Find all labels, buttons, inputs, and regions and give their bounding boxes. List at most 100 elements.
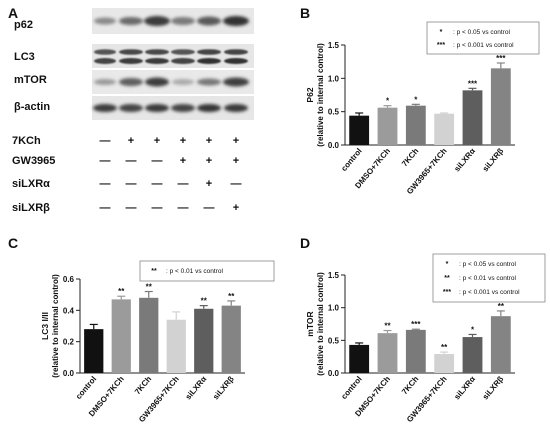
blot-label-lc3: LC3 bbox=[14, 51, 35, 63]
band bbox=[145, 77, 169, 87]
treatment-mark: + bbox=[154, 135, 160, 147]
bar-d-2 bbox=[405, 329, 426, 373]
bar-c-1 bbox=[111, 299, 131, 373]
bar-b-0 bbox=[349, 115, 370, 145]
treatment-mark: — bbox=[100, 178, 111, 190]
treatment-mark: — bbox=[126, 155, 137, 167]
legend-stars: * bbox=[440, 29, 443, 36]
x-tick-label: control bbox=[339, 147, 363, 174]
bar-b-2 bbox=[405, 105, 426, 145]
treatment-mark: — bbox=[100, 155, 111, 167]
band bbox=[223, 16, 249, 26]
y-axis-label: mTOR bbox=[305, 311, 315, 336]
band bbox=[224, 49, 248, 55]
y-tick-label: 0.4 bbox=[63, 306, 75, 315]
band bbox=[119, 49, 143, 55]
y-tick-label: 0.0 bbox=[63, 369, 75, 378]
bar-d-4 bbox=[462, 337, 483, 373]
treatment-label: siLXRα bbox=[12, 178, 50, 190]
y-tick-label: 0.2 bbox=[63, 338, 75, 347]
legend-box bbox=[432, 253, 546, 303]
band bbox=[94, 17, 116, 25]
treatment-mark: + bbox=[128, 135, 134, 147]
bands-lc3 bbox=[94, 49, 248, 64]
legend-box bbox=[426, 21, 540, 55]
treatment-mark: + bbox=[233, 135, 239, 147]
treatment-mark: + bbox=[233, 155, 239, 167]
legend-text: : p < 0.001 vs control bbox=[453, 42, 514, 49]
treatment-mark: — bbox=[100, 202, 111, 214]
x-tick-label: siLXRβ bbox=[481, 374, 506, 401]
legend-text: : p < 0.001 vs control bbox=[459, 289, 520, 296]
band bbox=[171, 58, 195, 64]
y-tick-label: 0.6 bbox=[63, 275, 75, 284]
band bbox=[171, 104, 195, 112]
x-tick-label: 7KCh bbox=[400, 146, 420, 168]
blot-label-beta-actin: β-actin bbox=[14, 101, 50, 113]
band bbox=[94, 79, 116, 85]
y-tick-label: 0.5 bbox=[328, 108, 340, 117]
legend-text: : p < 0.01 vs control bbox=[166, 268, 223, 275]
bar-c-0 bbox=[84, 329, 104, 373]
treatment-mark: — bbox=[178, 202, 189, 214]
bands-mtor bbox=[94, 77, 249, 87]
band bbox=[172, 79, 194, 85]
x-tick-label: siLXRα bbox=[452, 374, 477, 401]
treatment-mark: — bbox=[152, 178, 163, 190]
bar-d-0 bbox=[349, 344, 370, 373]
band bbox=[94, 49, 116, 55]
panel-b-letter: B bbox=[300, 5, 310, 21]
band bbox=[93, 104, 117, 112]
y-tick-label: 0.5 bbox=[328, 336, 340, 345]
y-tick-label: 0.0 bbox=[328, 141, 340, 150]
significance-mark: * bbox=[386, 97, 390, 106]
band bbox=[197, 49, 221, 55]
significance-mark: *** bbox=[468, 79, 478, 88]
x-tick-label: siLXRβ bbox=[211, 374, 236, 401]
band bbox=[224, 104, 248, 112]
significance-mark: ** bbox=[441, 343, 448, 352]
x-tick-label: siLXRα bbox=[452, 146, 477, 173]
blot-label-mtor: mTOR bbox=[14, 74, 47, 86]
x-tick-label: siLXRα bbox=[184, 374, 209, 401]
treatment-label: 7KCh bbox=[12, 135, 41, 147]
panel-d-letter: D bbox=[300, 235, 310, 251]
x-tick-label: control bbox=[74, 375, 98, 402]
blot-strip-lc3 bbox=[92, 44, 254, 68]
significance-mark: ** bbox=[498, 302, 505, 311]
legend-box bbox=[139, 260, 275, 282]
treatment-label: siLXRβ bbox=[12, 202, 50, 214]
legend-text: : p < 0.05 vs control bbox=[453, 29, 510, 36]
significance-mark: * bbox=[471, 325, 475, 334]
bar-b-5 bbox=[490, 68, 511, 145]
band bbox=[144, 16, 170, 26]
bar-d-5 bbox=[490, 316, 511, 373]
x-tick-label: siLXRβ bbox=[481, 146, 506, 173]
x-tick-label: 7KCh bbox=[133, 374, 153, 396]
significance-mark: *** bbox=[411, 320, 421, 329]
significance-mark: *** bbox=[496, 54, 506, 63]
bar-d-3 bbox=[434, 354, 455, 373]
bar-d-1 bbox=[377, 333, 398, 373]
y-axis-label: P62 bbox=[305, 87, 315, 102]
treatment-mark: + bbox=[206, 135, 212, 147]
y-tick-label: 0.0 bbox=[328, 369, 340, 378]
panel-d: D 0.0 0.5 1.0 1.5 mTOR (relative to internal c… bbox=[300, 235, 546, 424]
blot-label-p62: p62 bbox=[14, 19, 33, 31]
legend-stars: * bbox=[446, 261, 449, 268]
legend-text: : p < 0.01 vs control bbox=[459, 275, 516, 282]
significance-mark: * bbox=[414, 95, 418, 104]
treatment-table: 7KCh — + + + + + GW3965 — — — + + + siLXRα — — — — + — siLXRβ… bbox=[12, 135, 242, 214]
bar-c-3 bbox=[166, 319, 186, 373]
treatment-mark: — bbox=[231, 178, 242, 190]
band bbox=[197, 16, 221, 26]
panel-b: B 0.0 0.5 1.0 1.5 P62 (relative to internal co… bbox=[300, 5, 540, 196]
treatment-mark: + bbox=[206, 155, 212, 167]
legend-stars: *** bbox=[437, 42, 445, 49]
treatment-mark: — bbox=[100, 135, 111, 147]
treatment-mark: — bbox=[126, 202, 137, 214]
treatment-mark: + bbox=[180, 155, 186, 167]
band bbox=[119, 58, 143, 64]
band bbox=[119, 17, 143, 25]
